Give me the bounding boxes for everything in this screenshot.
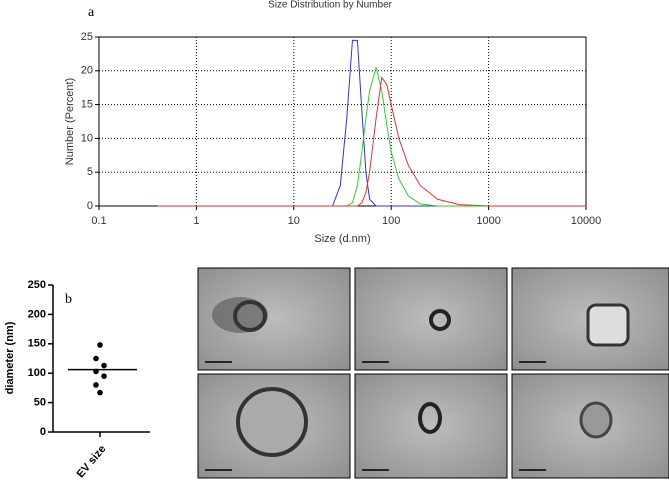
y-tick-label: 250 bbox=[28, 279, 46, 291]
y-axis-label: Number (Percent) bbox=[64, 78, 76, 165]
series-line bbox=[157, 39, 586, 207]
y-tick-label: 5 bbox=[87, 166, 93, 178]
x-tick-label: 0.1 bbox=[91, 215, 106, 227]
y-tick-label: 20 bbox=[81, 65, 93, 77]
plot-frame bbox=[98, 36, 587, 207]
x-tick-label: 10 bbox=[288, 215, 300, 227]
x-tick-label: EV size bbox=[75, 443, 109, 480]
x-tick-label: 1 bbox=[193, 215, 199, 227]
dot bbox=[101, 362, 107, 369]
y-tick-label: 0 bbox=[40, 426, 46, 438]
y-tick-label: 100 bbox=[28, 367, 46, 379]
dot bbox=[93, 355, 99, 362]
x-tick-label: 1000 bbox=[476, 215, 500, 227]
y-tick-label: 10 bbox=[81, 132, 93, 144]
x-tick-label: 10000 bbox=[571, 215, 602, 227]
dot bbox=[97, 389, 103, 396]
y-axis-label: diameter (nm) bbox=[4, 321, 16, 394]
y-tick-label: 15 bbox=[81, 99, 93, 111]
series-line bbox=[157, 76, 586, 207]
y-tick-label: 150 bbox=[28, 338, 46, 350]
dot bbox=[101, 373, 107, 379]
y-tick-label: 25 bbox=[81, 31, 93, 43]
x-tick-label: 100 bbox=[382, 215, 400, 227]
series-line bbox=[157, 67, 586, 207]
x-axis-label: Size (d.nm) bbox=[314, 233, 370, 245]
y-tick-label: 0 bbox=[87, 200, 93, 212]
panel-label: b bbox=[65, 292, 72, 307]
panel-label: a bbox=[88, 5, 95, 20]
y-tick-label: 50 bbox=[34, 397, 46, 409]
y-tick-label: 200 bbox=[28, 308, 46, 320]
dot bbox=[93, 382, 99, 388]
dot bbox=[97, 342, 103, 348]
tem-images bbox=[197, 267, 669, 479]
chart-title: Size Distribution by Number bbox=[268, 0, 393, 11]
